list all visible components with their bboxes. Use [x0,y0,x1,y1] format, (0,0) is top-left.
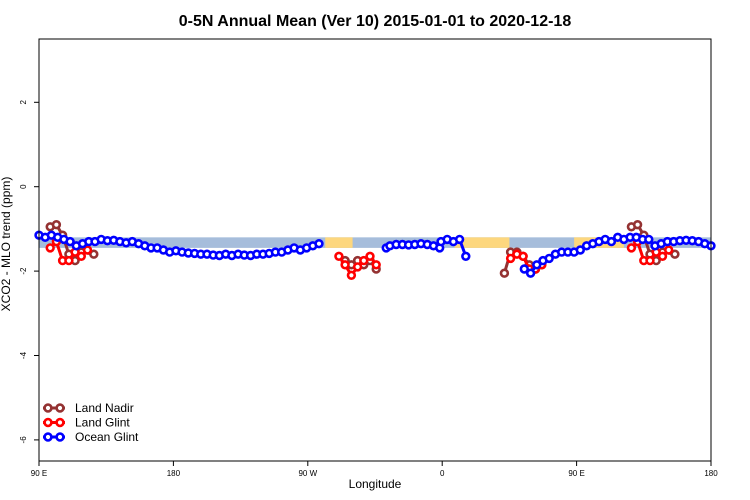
data-point [632,220,643,230]
data-point [76,251,87,261]
ocean-band [39,237,711,248]
data-point [519,264,529,274]
x-axis: 90 E 180 90 W 0 90 E 180 [31,461,718,478]
data-point [644,234,654,245]
data-point [657,251,668,261]
data-point [346,270,357,280]
data-point [82,245,93,255]
data-point [65,236,75,247]
x-tick-label: 180 [704,469,718,478]
x-axis-label: Longitude [349,477,402,491]
data-point [645,255,655,266]
data-point [525,268,536,278]
data-point [670,249,680,259]
plot-area [34,220,716,280]
data-point [45,243,55,253]
data-point [532,260,542,270]
y-axis: -6 -4 -2 0 2 [19,100,39,444]
plot-frame [38,38,712,462]
x-tick-label: 90 E [31,469,47,478]
land-band-segment [454,237,510,248]
data-point [575,245,585,255]
x-tick-label: 90 W [298,469,317,478]
land-band-segment [325,237,353,248]
y-tick-label: 0 [19,184,28,189]
data-point [365,251,375,261]
data-point [499,268,510,278]
chart-title: 0-5N Annual Mean (Ver 10) 2015-01-01 to … [179,13,572,30]
legend-item: Land Glint [43,416,130,430]
legend-swatch-marker [55,417,65,428]
data-point [518,251,528,261]
data-point [352,262,363,272]
y-tick-label: -4 [19,351,28,359]
data-point [89,249,99,259]
data-point [606,236,617,247]
legend-swatch-marker [43,417,53,428]
legend-label: Land Nadir [75,401,134,415]
data-point [505,253,516,264]
x-tick-label: 0 [440,469,445,478]
data-point [64,255,74,266]
legend-swatch-marker [55,432,65,442]
data-point [334,251,344,261]
data-point [51,220,62,230]
legend-label: Ocean Glint [75,430,139,444]
x-tick-label: 90 E [568,469,584,478]
y-tick-label: -6 [19,436,28,444]
y-tick-label: 2 [19,100,28,105]
series-ocean-glint [34,230,716,278]
data-point [454,234,465,245]
data-point [314,239,324,249]
y-axis-label: XCO2 - MLO trend (ppm) [0,177,13,312]
legend-item: Land Nadir [43,401,134,415]
data-point [359,255,369,266]
legend-swatch-marker [43,432,53,442]
data-point [340,260,350,270]
legend-label: Land Glint [75,416,130,430]
x-tick-label: 180 [167,469,181,478]
data-point [371,260,381,270]
data-point [461,251,471,261]
legend-swatch-marker [43,403,53,413]
data-point [544,253,554,264]
legend-swatch-marker [55,403,65,413]
data-point [626,243,637,253]
legend-item: Ocean Glint [43,430,139,444]
data-point [663,245,674,255]
y-tick-label: -2 [19,267,28,275]
